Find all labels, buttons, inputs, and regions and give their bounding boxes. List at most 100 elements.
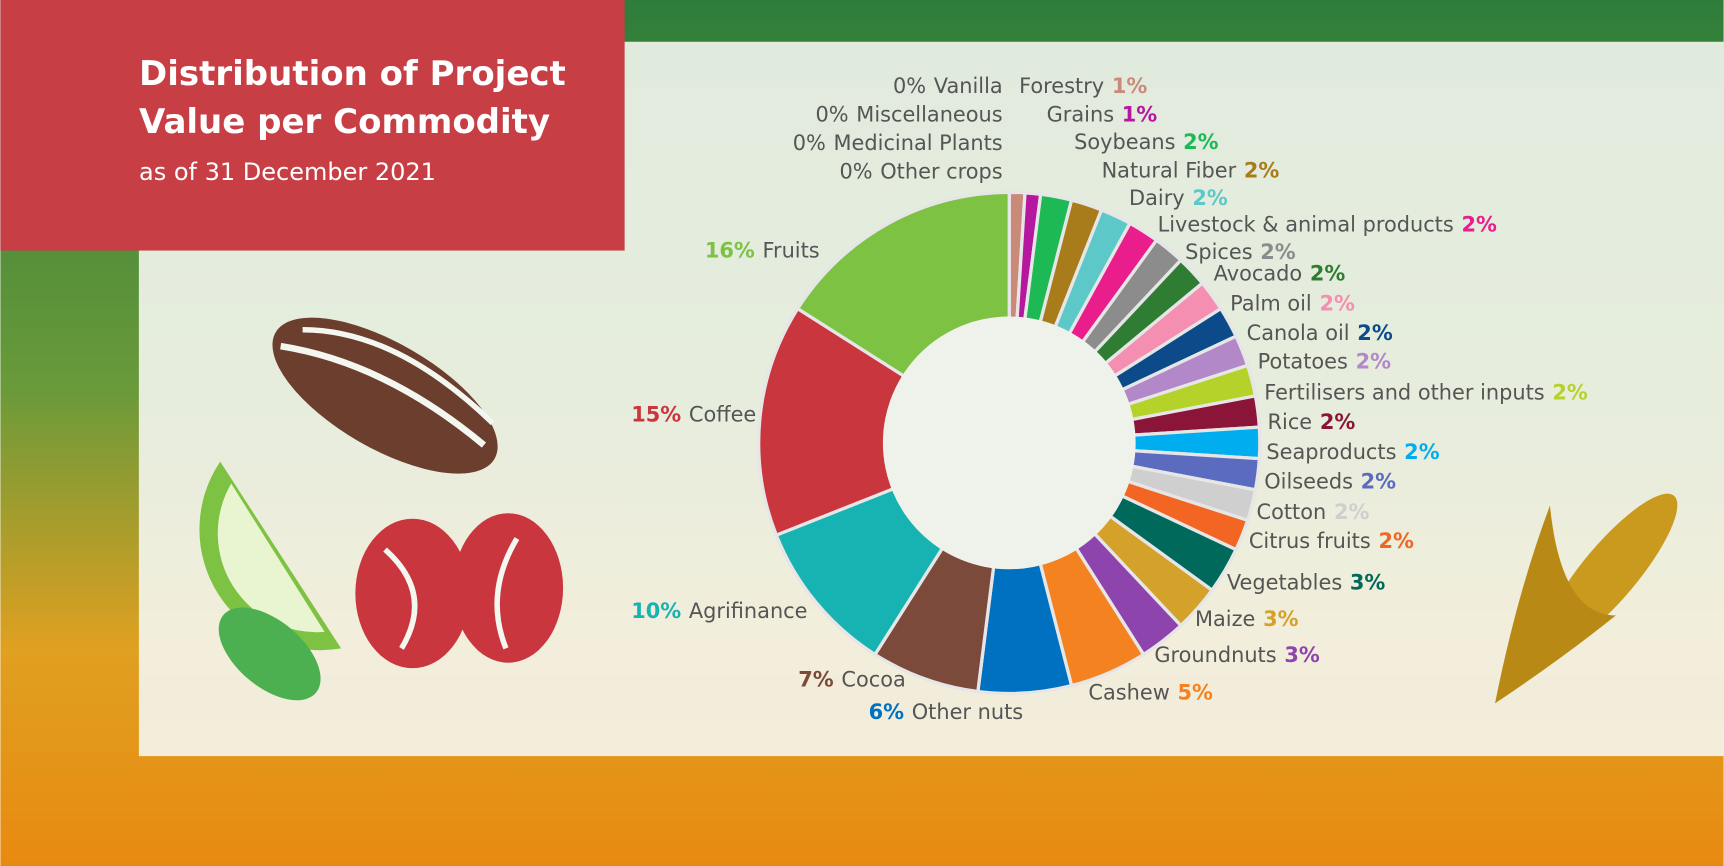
slice-label: Vegetables 3% [1227, 571, 1386, 595]
category-label: Rice [1268, 410, 1313, 434]
category-label: Cotton [1257, 500, 1327, 524]
slice-label: Oilseeds 2% [1264, 469, 1396, 493]
cocoa-icon [272, 317, 498, 474]
value-label: 2% [1361, 469, 1397, 493]
value-label: 2% [1260, 240, 1296, 264]
slice-label: Grains 1% [1047, 102, 1158, 126]
slice-label: 0% Medicinal Plants [793, 131, 1003, 155]
slice-label: Livestock & animal products 2% [1158, 212, 1497, 236]
value-label: 2% [1552, 380, 1588, 404]
value-label: 2% [1183, 130, 1219, 154]
slice-label: Maize 3% [1195, 607, 1299, 631]
value-label: 10% [631, 599, 681, 623]
category-label: Canola oil [1247, 321, 1350, 345]
category-label: Agrifinance [689, 599, 808, 623]
value-label: 2% [1404, 440, 1440, 464]
category-label: Forestry [1019, 74, 1104, 98]
corn-icon [1495, 493, 1678, 704]
slice-label: Groundnuts 3% [1154, 643, 1320, 667]
value-label: 2% [1244, 158, 1280, 182]
value-label: 0% [893, 74, 926, 98]
value-label: 0% [815, 102, 848, 126]
value-label: 2% [1378, 529, 1414, 553]
value-label: 15% [631, 402, 681, 426]
value-label: 2% [1319, 291, 1355, 315]
value-label: 3% [1284, 643, 1320, 667]
category-label: Other crops [880, 160, 1002, 184]
category-label: Avocado [1214, 262, 1302, 286]
value-label: 7% [798, 667, 834, 691]
category-label: Miscellaneous [856, 102, 1002, 126]
category-label: Vanilla [934, 74, 1003, 98]
category-label: Livestock & animal products [1158, 212, 1454, 236]
value-label: 6% [869, 700, 905, 724]
slice-label: Citrus fruits 2% [1249, 529, 1414, 553]
category-label: Dairy [1129, 186, 1185, 210]
slice-label: 15% Coffee [631, 402, 756, 426]
slice-label: 10% Agrifinance [631, 599, 807, 623]
category-label: Vegetables [1227, 571, 1342, 595]
category-label: Cocoa [841, 667, 905, 691]
slice-label: Dairy 2% [1129, 186, 1228, 210]
value-label: 2% [1310, 262, 1346, 286]
value-label: 2% [1334, 500, 1370, 524]
slice-label: 0% Vanilla [893, 74, 1003, 98]
title-box [0, 0, 625, 251]
value-label: 1% [1112, 74, 1148, 98]
slice-label: Spices 2% [1185, 240, 1296, 264]
slice-label: Cotton 2% [1257, 500, 1370, 524]
donut-hole [882, 316, 1136, 570]
category-label: Fruits [763, 239, 820, 263]
slice-label: Rice 2% [1268, 410, 1356, 434]
slice-label: Canola oil 2% [1247, 321, 1393, 345]
chart-subtitle: as of 31 December 2021 [139, 158, 436, 186]
slice-label: 7% Cocoa [798, 667, 906, 691]
slice-label: Cashew 5% [1088, 680, 1213, 704]
slice-label: Forestry 1% [1019, 74, 1147, 98]
value-label: 3% [1350, 571, 1386, 595]
category-label: Citrus fruits [1249, 529, 1371, 553]
slice-label: Soybeans 2% [1074, 130, 1219, 154]
category-label: Spices [1185, 240, 1252, 264]
slice-label: 6% Other nuts [869, 700, 1024, 724]
category-label: Coffee [689, 402, 756, 426]
category-label: Oilseeds [1264, 469, 1353, 493]
slice-label: Natural Fiber 2% [1102, 158, 1280, 182]
category-label: Cashew [1088, 680, 1169, 704]
lime-icon [199, 461, 342, 701]
category-label: Seaproducts [1266, 440, 1396, 464]
category-label: Other nuts [912, 700, 1023, 724]
category-label: Fertilisers and other inputs [1264, 380, 1544, 404]
value-label: 2% [1461, 212, 1497, 236]
slice-label: Fertilisers and other inputs 2% [1264, 380, 1588, 404]
value-label: 0% [839, 160, 872, 184]
value-label: 2% [1356, 350, 1392, 374]
value-label: 3% [1263, 607, 1299, 631]
slice-label: 0% Miscellaneous [815, 102, 1002, 126]
category-label: Natural Fiber [1102, 158, 1237, 182]
slice-label: 0% Other crops [839, 160, 1002, 184]
category-label: Grains [1047, 102, 1114, 126]
chart-title: Distribution of Project Value per Commod… [139, 54, 566, 142]
value-label: 2% [1357, 321, 1393, 345]
coffee-icon [355, 513, 564, 669]
value-label: 16% [705, 239, 755, 263]
value-label: 5% [1177, 680, 1213, 704]
category-label: Medicinal Plants [834, 131, 1003, 155]
category-label: Maize [1195, 607, 1255, 631]
slice-label: 16% Fruits [705, 239, 820, 263]
category-label: Palm oil [1230, 291, 1312, 315]
category-label: Potatoes [1258, 350, 1348, 374]
value-label: 1% [1122, 102, 1158, 126]
slice-label: Potatoes 2% [1258, 350, 1391, 374]
value-label: 2% [1192, 186, 1228, 210]
donut [757, 190, 1262, 696]
value-label: 0% [793, 131, 826, 155]
category-label: Groundnuts [1154, 643, 1276, 667]
slice-label: Palm oil 2% [1230, 291, 1355, 315]
slice-label: Seaproducts 2% [1266, 440, 1439, 464]
category-label: Soybeans [1074, 130, 1175, 154]
value-label: 2% [1320, 410, 1356, 434]
